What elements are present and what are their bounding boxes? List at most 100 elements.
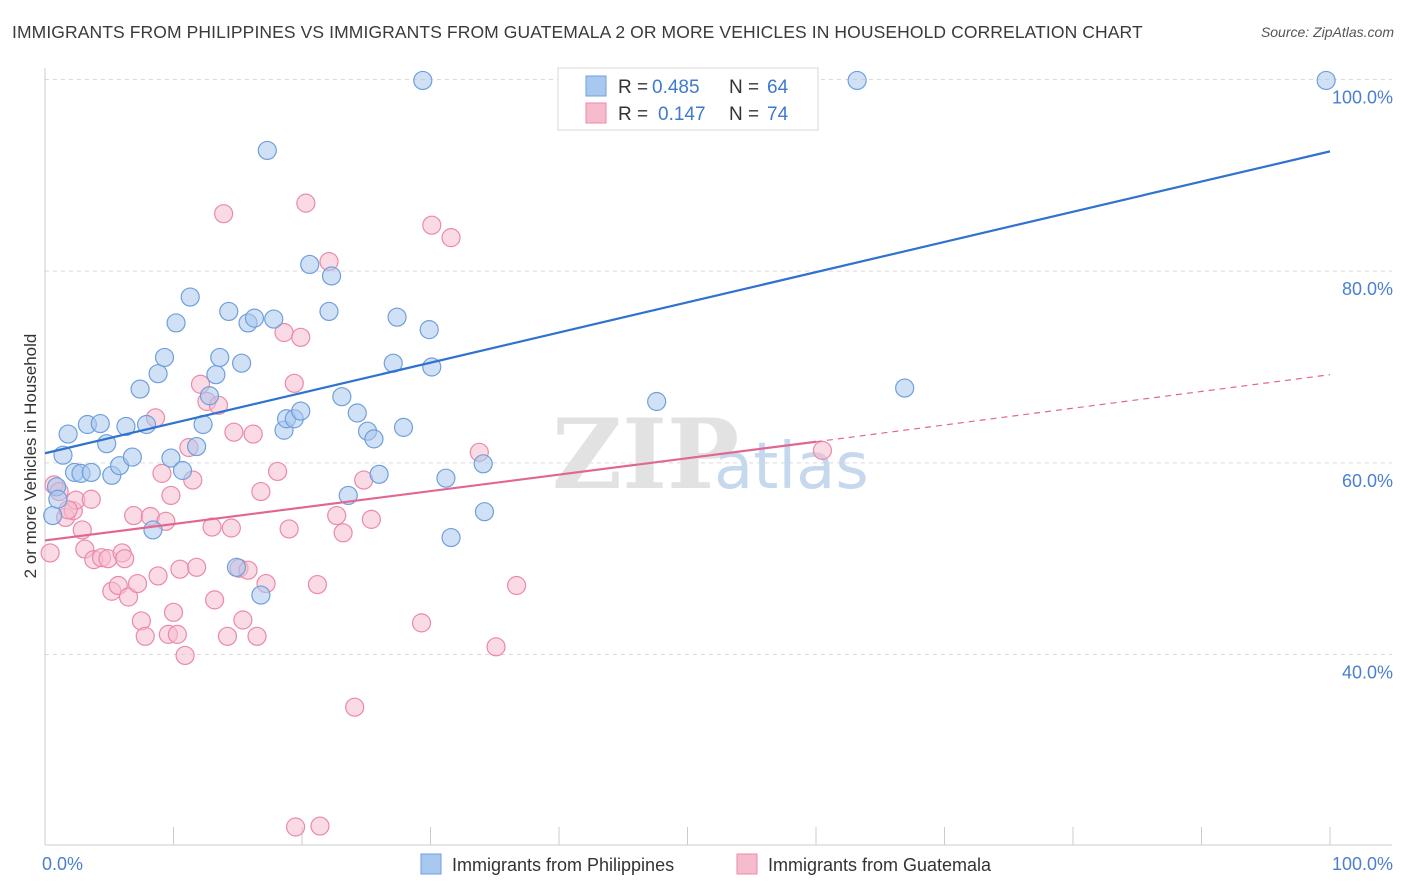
philippines-point bbox=[90, 413, 110, 434]
guatemala-point bbox=[441, 228, 461, 248]
guatemala-point bbox=[205, 590, 225, 610]
philippines-point bbox=[43, 505, 63, 526]
philippines-point bbox=[48, 489, 68, 509]
series-legend: Immigrants from Philippines Immigrants f… bbox=[420, 853, 992, 875]
philippines-point bbox=[172, 460, 193, 481]
philippines-point bbox=[321, 266, 342, 286]
philippines-point bbox=[441, 527, 461, 548]
stats-legend: R = 0.485 N = 64 R = 0.147 N = 74 bbox=[557, 67, 819, 131]
philippines-point bbox=[143, 520, 163, 540]
guatemala-point bbox=[361, 509, 381, 529]
guatemala-point bbox=[307, 574, 328, 595]
philippines-point bbox=[393, 417, 414, 437]
philippines-point bbox=[291, 401, 311, 421]
philippines-point bbox=[148, 364, 168, 384]
bottom-legend-swatch-guatemala bbox=[736, 853, 758, 875]
guatemala-point bbox=[422, 215, 442, 235]
philippines-point bbox=[257, 140, 277, 161]
guatemala-point bbox=[506, 575, 527, 596]
philippines-point bbox=[161, 448, 181, 468]
guatemala-point bbox=[310, 816, 330, 836]
guatemala-point bbox=[187, 557, 207, 577]
legend-r-label: R = bbox=[618, 104, 648, 125]
guatemala-point bbox=[161, 485, 181, 506]
philippines-point bbox=[187, 436, 207, 457]
philippines-point bbox=[847, 70, 867, 91]
guatemala-point bbox=[812, 440, 833, 460]
philippines-point bbox=[264, 309, 284, 329]
legend-swatch-guatemala bbox=[585, 102, 607, 124]
bottom-legend-label-guatemala: Immigrants from Guatemala bbox=[768, 855, 992, 875]
chart-title: IMMIGRANTS FROM PHILIPPINES VS IMMIGRANT… bbox=[12, 22, 1143, 42]
philippines-point bbox=[166, 313, 186, 333]
philippines-point bbox=[338, 485, 358, 506]
guatemala-point bbox=[267, 461, 288, 482]
philippines-point bbox=[206, 365, 226, 385]
philippines-point bbox=[130, 379, 150, 399]
philippines-point bbox=[81, 462, 101, 483]
philippines-point bbox=[199, 386, 220, 406]
philippines-point bbox=[473, 454, 493, 474]
source-label: Source: ZipAtlas.com bbox=[1260, 24, 1394, 40]
guatemala-point bbox=[127, 573, 148, 594]
guatemala-point bbox=[285, 817, 306, 837]
philippines-point bbox=[1316, 70, 1336, 91]
philippines-point bbox=[154, 347, 175, 368]
guatemala-point bbox=[118, 587, 139, 607]
legend-n-label: N = bbox=[729, 77, 759, 98]
philippines-point bbox=[647, 391, 667, 412]
guatemala-point bbox=[170, 559, 190, 579]
legend-r-label: R = bbox=[618, 77, 648, 98]
guatemala-point bbox=[124, 505, 144, 526]
philippines-point bbox=[180, 287, 200, 307]
philippines-point bbox=[369, 464, 389, 484]
guatemala-point bbox=[411, 613, 432, 633]
philippines-point bbox=[244, 308, 265, 328]
y-tick-label: 40.0% bbox=[1342, 663, 1393, 683]
philippines-point bbox=[895, 378, 915, 398]
guatemala-point bbox=[284, 373, 304, 393]
guatemala-point bbox=[148, 566, 168, 586]
guatemala-point bbox=[279, 519, 299, 539]
philippines-point bbox=[300, 254, 320, 275]
philippines-point bbox=[364, 429, 384, 449]
philippines-point bbox=[122, 447, 142, 467]
series-guatemala-points bbox=[40, 193, 833, 837]
bottom-legend-swatch-philippines bbox=[420, 853, 442, 875]
trend-line-guatemala-extension bbox=[815, 374, 1331, 443]
gridlines bbox=[45, 79, 1392, 655]
guatemala-point bbox=[224, 422, 244, 442]
guatemala-point bbox=[152, 463, 172, 483]
legend-n-label: N = bbox=[729, 104, 759, 125]
philippines-point bbox=[319, 301, 339, 322]
guatemala-point bbox=[221, 518, 241, 538]
trend-line-philippines bbox=[44, 150, 1331, 455]
philippines-point bbox=[219, 301, 239, 322]
philippines-point bbox=[413, 70, 433, 91]
watermark-atlas: atlas bbox=[714, 430, 869, 504]
guatemala-point bbox=[247, 626, 267, 646]
guatemala-point bbox=[296, 193, 316, 213]
y-tick-labels: 40.0% 60.0% 80.0% 100.0% bbox=[1332, 88, 1393, 683]
guatemala-point bbox=[167, 624, 187, 644]
trend-line-guatemala bbox=[44, 440, 817, 542]
x-tick-label: 100.0% bbox=[1332, 854, 1393, 874]
guatemala-point bbox=[81, 489, 101, 509]
guatemala-point bbox=[175, 645, 195, 666]
legend-n-value: 64 bbox=[767, 77, 789, 98]
guatemala-point bbox=[486, 637, 506, 657]
philippines-point bbox=[210, 347, 230, 368]
philippines-point bbox=[387, 307, 407, 327]
philippines-point bbox=[251, 585, 271, 605]
legend-swatch-philippines bbox=[585, 75, 607, 97]
bottom-legend-label-philippines: Immigrants from Philippines bbox=[452, 855, 674, 875]
philippines-point bbox=[232, 353, 252, 373]
guatemala-point bbox=[345, 697, 365, 717]
x-tick-labels: 0.0% 100.0% bbox=[42, 854, 1393, 874]
guatemala-point bbox=[333, 523, 353, 543]
guatemala-point bbox=[115, 549, 135, 569]
guatemala-point bbox=[327, 505, 347, 526]
guatemala-point bbox=[40, 543, 60, 563]
y-tick-label: 80.0% bbox=[1342, 279, 1393, 299]
